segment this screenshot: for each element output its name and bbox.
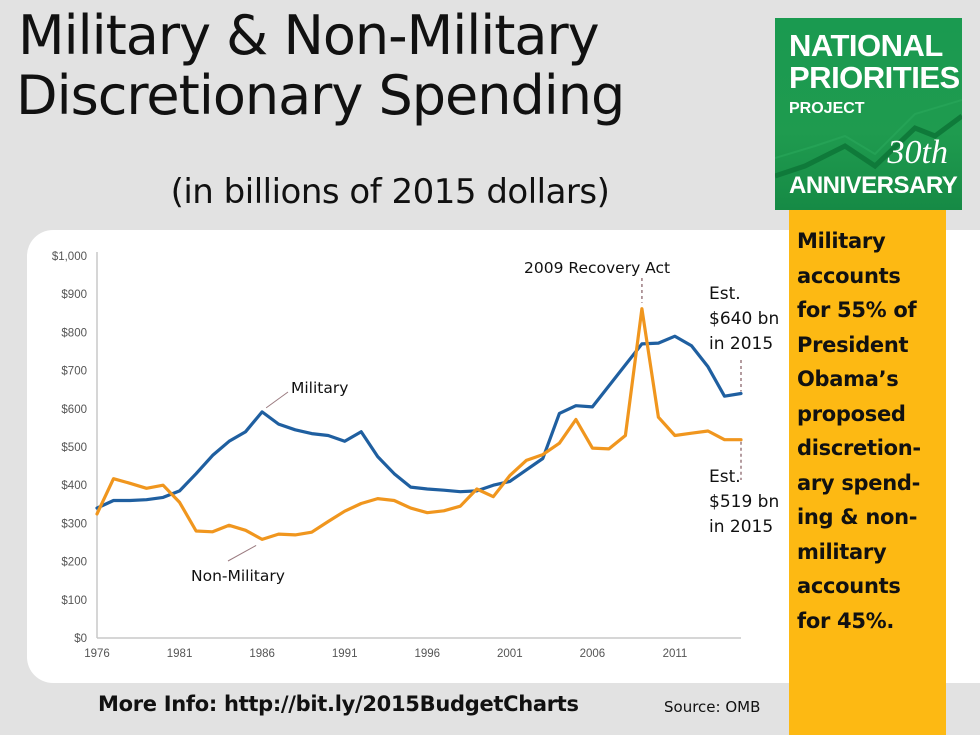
logo-trend-line-icon bbox=[775, 99, 962, 179]
logo-30th: 30th bbox=[887, 134, 948, 171]
y-tick-label: $400 bbox=[61, 480, 87, 492]
callout-line: accounts bbox=[797, 263, 901, 288]
x-tick-label: 1976 bbox=[84, 648, 110, 660]
callout-line: military bbox=[797, 539, 887, 564]
x-tick-label: 2011 bbox=[663, 648, 688, 660]
y-tick-label: $200 bbox=[61, 557, 87, 569]
non-military-label-leader bbox=[227, 545, 257, 562]
non-military-label: Non-Military bbox=[191, 567, 285, 585]
y-tick-label: $0 bbox=[74, 633, 87, 645]
chart-series bbox=[95, 307, 743, 542]
y-tick-label: $800 bbox=[61, 327, 87, 339]
logo-national: NATIONAL bbox=[789, 28, 943, 63]
military-estimate-label: Est. bbox=[709, 284, 741, 304]
more-info-link[interactable]: More Info: http://bit.ly/2015BudgetChart… bbox=[98, 692, 579, 716]
y-tick-label: $500 bbox=[61, 442, 87, 454]
line-chart: $0 $100 $200 $300 $400 $500 $600 $700 $800 $900 $1… bbox=[52, 251, 779, 660]
x-tick-label: 2006 bbox=[580, 648, 606, 660]
chart-subtitle: (in billions of 2015 dollars) bbox=[170, 172, 610, 212]
logo-priorities: PRIORITIES bbox=[789, 60, 960, 95]
recovery-act-label: 2009 Recovery Act bbox=[524, 259, 670, 277]
non-military-estimate-label: $519 bn bbox=[709, 492, 779, 512]
callout-line: for 45%. bbox=[797, 608, 895, 633]
y-tick-label: $1,000 bbox=[52, 251, 87, 263]
callout-line: discretion- bbox=[797, 436, 921, 460]
chart-axes bbox=[96, 252, 741, 639]
x-tick-label: 1991 bbox=[332, 648, 358, 660]
x-tick-label: 1986 bbox=[249, 648, 275, 660]
military-label: Military bbox=[291, 379, 348, 397]
logo-anniversary: ANNIVERSARY bbox=[789, 172, 958, 199]
source-label: Source: OMB bbox=[664, 698, 761, 716]
non-military-estimate-label: in 2015 bbox=[709, 517, 773, 537]
callout-line: accounts bbox=[797, 574, 901, 598]
x-tick-label: 2001 bbox=[497, 648, 523, 660]
callout-line: Obama’s bbox=[797, 367, 899, 391]
logo-project: PROJECT bbox=[789, 100, 865, 117]
series-line-military bbox=[95, 334, 743, 510]
military-estimate-label: in 2015 bbox=[709, 334, 773, 354]
callout-box: Military accounts for 55% of President O… bbox=[789, 210, 946, 735]
y-tick-label: $700 bbox=[61, 366, 87, 378]
annotation-leaders bbox=[227, 278, 742, 562]
chart-annotations: Military Non-Military 2009 Recovery Act Est… bbox=[191, 259, 779, 585]
series-line-non-military bbox=[95, 307, 743, 542]
y-tick-label: $900 bbox=[61, 289, 87, 301]
non-military-estimate-label: Est. bbox=[709, 467, 741, 487]
military-estimate-label: $640 bn bbox=[709, 309, 779, 329]
y-tick-label: $600 bbox=[61, 404, 87, 416]
x-axis-ticks: 1976 1981 1986 1991 1996 2001 2006 2011 bbox=[84, 648, 687, 660]
title-line-2: Discretionary Spending bbox=[16, 64, 625, 127]
y-tick-label: $100 bbox=[61, 595, 87, 607]
npp-logo: NATIONAL PRIORITIES PROJECT 30th ANNIVER… bbox=[775, 18, 962, 210]
y-tick-label: $300 bbox=[61, 518, 87, 530]
chart-title: Military & Non-Military Discretionary Sp… bbox=[12, 6, 772, 126]
military-label-leader bbox=[265, 391, 289, 409]
x-tick-label: 1996 bbox=[414, 648, 440, 660]
callout-line: for 55% of bbox=[797, 298, 917, 322]
title-line-1: Military & Non-Military bbox=[18, 4, 600, 67]
callout-line: President bbox=[797, 332, 909, 357]
callout-line: Military bbox=[797, 229, 886, 253]
x-tick-label: 1981 bbox=[167, 648, 193, 660]
callout-line: proposed bbox=[797, 401, 906, 426]
y-axis-ticks: $0 $100 $200 $300 $400 $500 $600 $700 $800 $900 $1… bbox=[52, 251, 87, 645]
callout-line: ary spend- bbox=[797, 470, 921, 495]
callout-line: ing & non- bbox=[797, 505, 918, 529]
